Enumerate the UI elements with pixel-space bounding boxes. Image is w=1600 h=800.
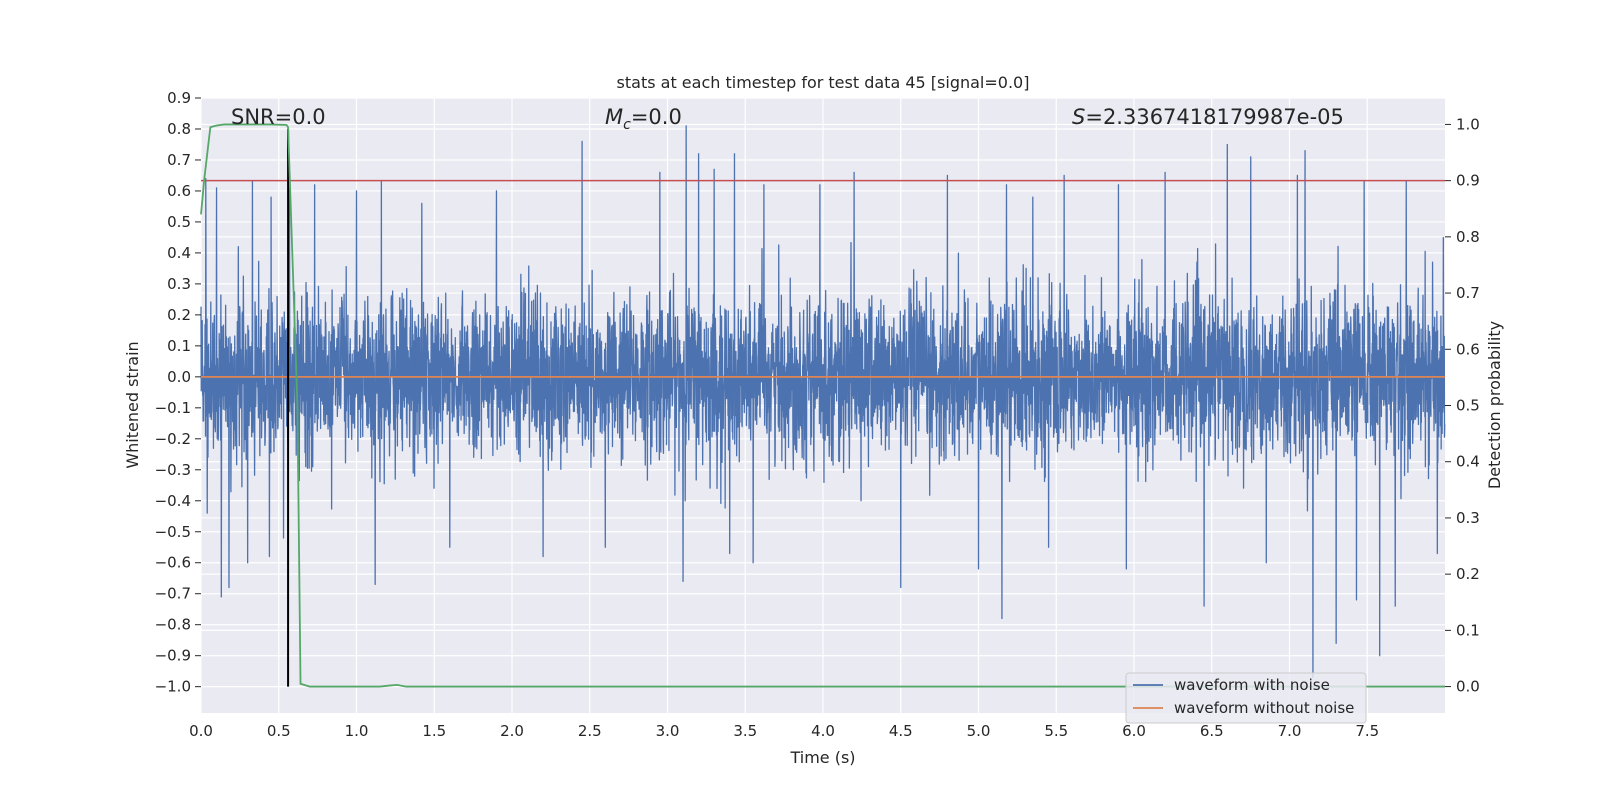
x-tick-label: 1.5 bbox=[422, 722, 446, 740]
y2-tick-label: 0.9 bbox=[1456, 172, 1480, 190]
x-tick-label: 5.0 bbox=[967, 722, 991, 740]
y-axis-label: Whitened strain bbox=[123, 341, 142, 468]
x-tick-label: 6.5 bbox=[1200, 722, 1224, 740]
series-detection-probability bbox=[200, 123, 1445, 688]
y-tick-label: −1.0 bbox=[155, 678, 191, 696]
x-tick-label: 7.5 bbox=[1355, 722, 1379, 740]
x-tick-label: 4.5 bbox=[889, 722, 913, 740]
y2-axis-ticks: 1.0 0.9 0.8 0.7 0.6 0.5 0.4 0.3 0.2 0.1 0.0 bbox=[1445, 115, 1480, 696]
y-tick-label: −0.8 bbox=[155, 616, 191, 634]
x-axis-ticks: 0.0 0.5 1.0 1.5 2.0 2.5 3.0 3.5 4.0 4.5 5.0 5.5 6.0 6… bbox=[189, 722, 1379, 740]
x-tick-label: 5.5 bbox=[1044, 722, 1068, 740]
legend: waveform with noise waveform without noi… bbox=[1125, 672, 1367, 724]
snr-statistic-annotation: S=2.3367418179987e-05 bbox=[1072, 105, 1344, 129]
legend-box bbox=[1125, 672, 1367, 724]
y2-tick-label: 0.1 bbox=[1456, 621, 1480, 639]
y2-tick-label: 0.5 bbox=[1456, 397, 1480, 415]
series-layer bbox=[200, 123, 1446, 688]
chirp-mass-annotation: Mc=0.0 bbox=[605, 105, 682, 133]
y-axis-ticks: 0.9 0.8 0.7 0.6 0.5 0.4 0.3 0.2 0.1 0.0 −0.1 −0.2 −0… bbox=[155, 89, 201, 696]
y-tick-label: −0.9 bbox=[155, 647, 191, 665]
y-tick-label: −0.4 bbox=[155, 492, 191, 510]
y-tick-label: −0.2 bbox=[155, 430, 191, 448]
y-tick-label: 0.0 bbox=[167, 368, 191, 386]
x-tick-label: 0.5 bbox=[267, 722, 291, 740]
x-tick-label: 2.5 bbox=[578, 722, 602, 740]
y-tick-label: 0.2 bbox=[167, 306, 191, 324]
x-axis-label: Time (s) bbox=[789, 748, 855, 767]
y-tick-label: −0.3 bbox=[155, 461, 191, 479]
series-waveform-with-noise bbox=[200, 125, 1446, 679]
x-tick-label: 3.0 bbox=[656, 722, 680, 740]
snr-annotation: SNR=0.0 bbox=[231, 105, 326, 129]
y-tick-label: −0.1 bbox=[155, 399, 191, 417]
y2-tick-label: 0.6 bbox=[1456, 340, 1480, 358]
y-tick-label: 0.3 bbox=[167, 275, 191, 293]
x-tick-label: 4.0 bbox=[811, 722, 835, 740]
y2-axis-label: Detection probability bbox=[1485, 321, 1504, 489]
y2-tick-label: 0.3 bbox=[1456, 509, 1480, 527]
x-tick-label: 0.0 bbox=[189, 722, 213, 740]
y2-tick-label: 0.0 bbox=[1456, 678, 1480, 696]
y-tick-label: 0.9 bbox=[167, 89, 191, 107]
chart-title: stats at each timestep for test data 45 … bbox=[617, 73, 1030, 92]
y2-tick-label: 0.2 bbox=[1456, 565, 1480, 583]
legend-label-noisy: waveform with noise bbox=[1174, 676, 1330, 694]
x-tick-label: 1.0 bbox=[345, 722, 369, 740]
y-tick-label: −0.6 bbox=[155, 554, 191, 572]
y2-tick-label: 0.4 bbox=[1456, 453, 1480, 471]
y-tick-label: 0.6 bbox=[167, 182, 191, 200]
y-tick-label: 0.1 bbox=[167, 337, 191, 355]
x-tick-label: 7.0 bbox=[1278, 722, 1302, 740]
x-tick-label: 2.0 bbox=[500, 722, 524, 740]
y-tick-label: 0.7 bbox=[167, 151, 191, 169]
y2-tick-label: 1.0 bbox=[1456, 115, 1480, 133]
y-tick-label: −0.5 bbox=[155, 523, 191, 541]
y-tick-label: 0.5 bbox=[167, 213, 191, 231]
legend-label-clean: waveform without noise bbox=[1174, 699, 1354, 717]
y2-tick-label: 0.8 bbox=[1456, 228, 1480, 246]
y-tick-label: 0.4 bbox=[167, 244, 191, 262]
x-tick-label: 3.5 bbox=[733, 722, 757, 740]
y2-tick-label: 0.7 bbox=[1456, 284, 1480, 302]
y-tick-label: 0.8 bbox=[167, 120, 191, 138]
x-tick-label: 6.0 bbox=[1122, 722, 1146, 740]
y-tick-label: −0.7 bbox=[155, 585, 191, 603]
